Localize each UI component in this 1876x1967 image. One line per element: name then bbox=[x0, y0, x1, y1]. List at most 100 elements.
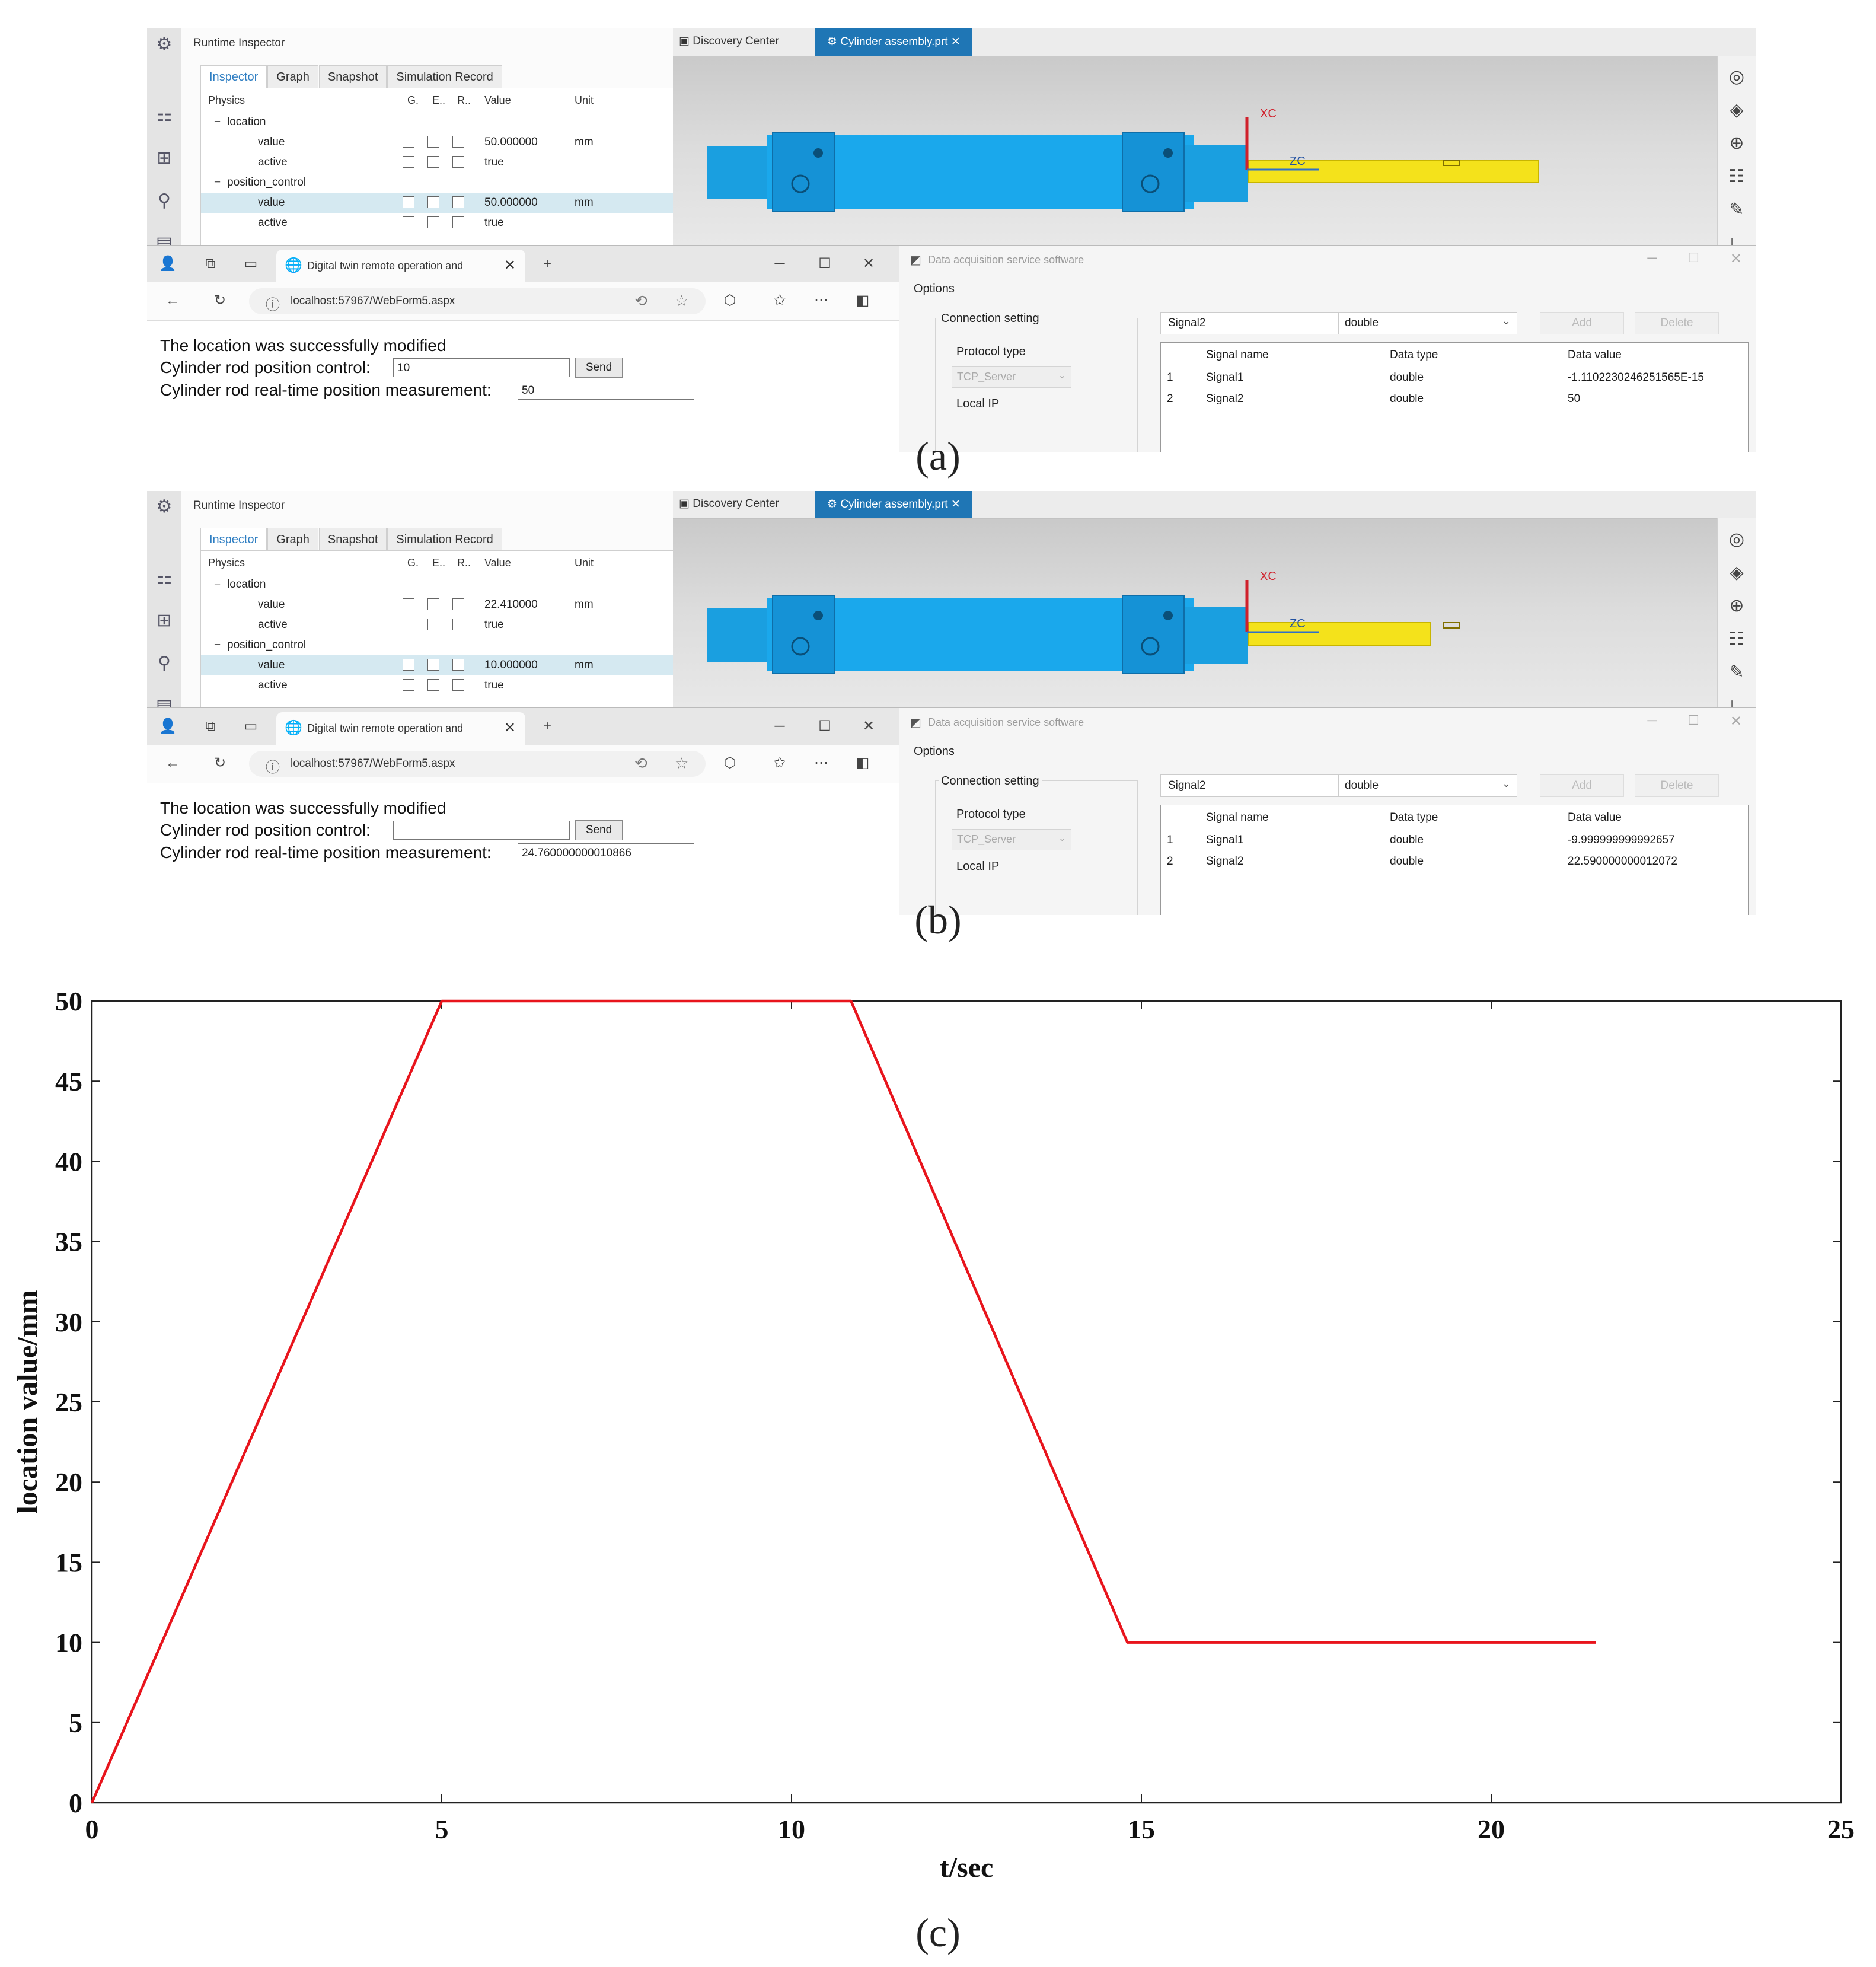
tab-snapshot[interactable]: Snapshot bbox=[318, 65, 387, 88]
checkbox[interactable] bbox=[452, 659, 464, 671]
expander-icon[interactable]: − bbox=[214, 639, 221, 651]
tab-simulation-record[interactable]: Simulation Record bbox=[387, 528, 502, 550]
tab-inspector[interactable]: Inspector bbox=[200, 528, 267, 550]
address-bar[interactable]: ⓘ localhost:57967/WebForm5.aspx ⟲ ☆ bbox=[249, 288, 706, 314]
inspector-icon[interactable]: ⚲ bbox=[158, 653, 171, 673]
sidebar-icon[interactable]: ◧ bbox=[856, 755, 870, 771]
gear-icon[interactable]: ⚙ bbox=[156, 497, 173, 517]
checkbox[interactable] bbox=[403, 679, 414, 691]
maximize-icon[interactable]: ☐ bbox=[818, 718, 831, 734]
favorite-star-icon[interactable]: ☆ bbox=[675, 292, 689, 310]
delete-button[interactable]: Delete bbox=[1635, 774, 1719, 797]
collections-icon[interactable]: ⧉ bbox=[205, 718, 216, 734]
protocol-type-select[interactable]: TCP_Server ⌄ bbox=[952, 829, 1071, 850]
checkbox[interactable] bbox=[427, 659, 439, 671]
tree-row[interactable]: active true bbox=[201, 615, 788, 635]
back-icon[interactable]: ← bbox=[165, 755, 180, 771]
expander-icon[interactable]: − bbox=[214, 116, 221, 128]
favorite-star-icon[interactable]: ☆ bbox=[675, 754, 689, 772]
tab-graph[interactable]: Graph bbox=[267, 528, 318, 550]
checkbox[interactable] bbox=[452, 136, 464, 148]
close-window-icon[interactable]: ✕ bbox=[862, 718, 875, 734]
checkbox[interactable] bbox=[427, 216, 439, 228]
tab-inspector[interactable]: Inspector bbox=[200, 65, 267, 88]
minimize-icon[interactable]: ─ bbox=[774, 718, 785, 734]
tree-row[interactable]: − position_control bbox=[201, 635, 788, 655]
measure-icon[interactable]: ✎ bbox=[1729, 200, 1744, 219]
checkbox[interactable] bbox=[403, 136, 414, 148]
checkbox[interactable] bbox=[452, 619, 464, 630]
checkbox[interactable] bbox=[452, 598, 464, 610]
checkbox[interactable] bbox=[452, 196, 464, 208]
read-aloud-icon[interactable]: ⟲ bbox=[634, 754, 647, 772]
options-menu[interactable]: Options bbox=[914, 745, 955, 758]
more-options-icon[interactable]: ⋯ bbox=[814, 292, 828, 308]
checkbox[interactable] bbox=[403, 619, 414, 630]
tab-actions-icon[interactable]: ▭ bbox=[244, 718, 258, 734]
protocol-type-select[interactable]: TCP_Server ⌄ bbox=[952, 366, 1071, 388]
checkbox[interactable] bbox=[427, 598, 439, 610]
checkbox[interactable] bbox=[452, 156, 464, 168]
orient-view-icon[interactable]: ⊕ bbox=[1729, 596, 1744, 616]
tab-discovery-center[interactable]: ▣ Discovery Center bbox=[679, 35, 779, 47]
checkbox[interactable] bbox=[427, 136, 439, 148]
close-tab-icon[interactable]: ✕ bbox=[503, 720, 516, 736]
inspector-icon[interactable]: ⚲ bbox=[158, 191, 171, 211]
new-tab-icon[interactable]: + bbox=[543, 718, 551, 734]
sidebar-icon[interactable]: ◧ bbox=[856, 292, 870, 308]
checkbox[interactable] bbox=[452, 679, 464, 691]
more-options-icon[interactable]: ⋯ bbox=[814, 755, 828, 771]
3d-viewport[interactable]: ▣ Discovery Center ⚙ Cylinder assembly.p… bbox=[673, 491, 1756, 715]
gear-icon[interactable]: ⚙ bbox=[156, 34, 173, 54]
components-icon[interactable]: ⚏ bbox=[156, 568, 173, 588]
checkbox[interactable] bbox=[427, 156, 439, 168]
expander-icon[interactable]: − bbox=[214, 578, 221, 591]
collections-icon[interactable]: ⧉ bbox=[205, 256, 216, 272]
checkbox[interactable] bbox=[427, 196, 439, 208]
components-icon[interactable]: ⚏ bbox=[156, 106, 173, 125]
tree-row[interactable]: active true bbox=[201, 675, 788, 696]
tree-row[interactable]: value 22.410000 mm bbox=[201, 595, 788, 615]
shaded-view-icon[interactable]: ◈ bbox=[1730, 100, 1744, 120]
extensions-icon[interactable]: ⬡ bbox=[723, 292, 736, 308]
tree-row[interactable]: − location bbox=[201, 575, 788, 595]
delete-button[interactable]: Delete bbox=[1635, 312, 1719, 334]
tab-cylinder-assembly[interactable]: ⚙ Cylinder assembly.prt ✕ bbox=[815, 28, 972, 56]
tree-row[interactable]: active true bbox=[201, 213, 788, 233]
minimize-icon[interactable]: ─ bbox=[1647, 250, 1657, 265]
shaded-view-icon[interactable]: ◈ bbox=[1730, 563, 1744, 582]
checkbox[interactable] bbox=[403, 659, 414, 671]
tab-simulation-record[interactable]: Simulation Record bbox=[387, 65, 502, 88]
tree-row[interactable]: active true bbox=[201, 152, 788, 173]
options-menu[interactable]: Options bbox=[914, 282, 955, 295]
add-button[interactable]: Add bbox=[1540, 774, 1624, 797]
hierarchy-icon[interactable]: ⊞ bbox=[157, 611, 172, 630]
tree-row[interactable]: − position_control bbox=[201, 173, 788, 193]
data-type-select[interactable]: double ⌄ bbox=[1338, 312, 1517, 334]
browser-tab[interactable]: 🌐 Digital twin remote operation and ✕ bbox=[276, 250, 525, 282]
new-tab-icon[interactable]: + bbox=[543, 256, 551, 272]
tab-discovery-center[interactable]: ▣ Discovery Center bbox=[679, 498, 779, 510]
tree-row[interactable]: − location bbox=[201, 112, 788, 132]
checkbox[interactable] bbox=[452, 216, 464, 228]
cylinder-model[interactable]: XC ZC bbox=[673, 28, 1756, 245]
checkbox[interactable] bbox=[403, 156, 414, 168]
expander-icon[interactable]: − bbox=[214, 176, 221, 189]
checkbox[interactable] bbox=[403, 196, 414, 208]
back-icon[interactable]: ← bbox=[165, 292, 180, 308]
tab-cylinder-assembly[interactable]: ⚙ Cylinder assembly.prt ✕ bbox=[815, 491, 972, 518]
checkbox[interactable] bbox=[427, 679, 439, 691]
browser-tab[interactable]: 🌐 Digital twin remote operation and ✕ bbox=[276, 712, 525, 745]
tree-row[interactable]: value 50.000000 mm bbox=[201, 132, 788, 152]
minimize-icon[interactable]: ─ bbox=[774, 256, 785, 272]
measure-icon[interactable]: ✎ bbox=[1729, 662, 1744, 682]
position-control-input[interactable]: 10 bbox=[393, 358, 570, 377]
add-button[interactable]: Add bbox=[1540, 312, 1624, 334]
profile-icon[interactable]: 👤 bbox=[159, 256, 177, 272]
minimize-icon[interactable]: ─ bbox=[1647, 713, 1657, 728]
assembly-navigator-icon[interactable]: ☷ bbox=[1728, 167, 1745, 186]
position-control-input[interactable] bbox=[393, 821, 570, 840]
send-button[interactable]: Send bbox=[575, 358, 623, 378]
favorites-icon[interactable]: ✩ bbox=[773, 292, 786, 308]
profile-icon[interactable]: 👤 bbox=[159, 718, 177, 734]
